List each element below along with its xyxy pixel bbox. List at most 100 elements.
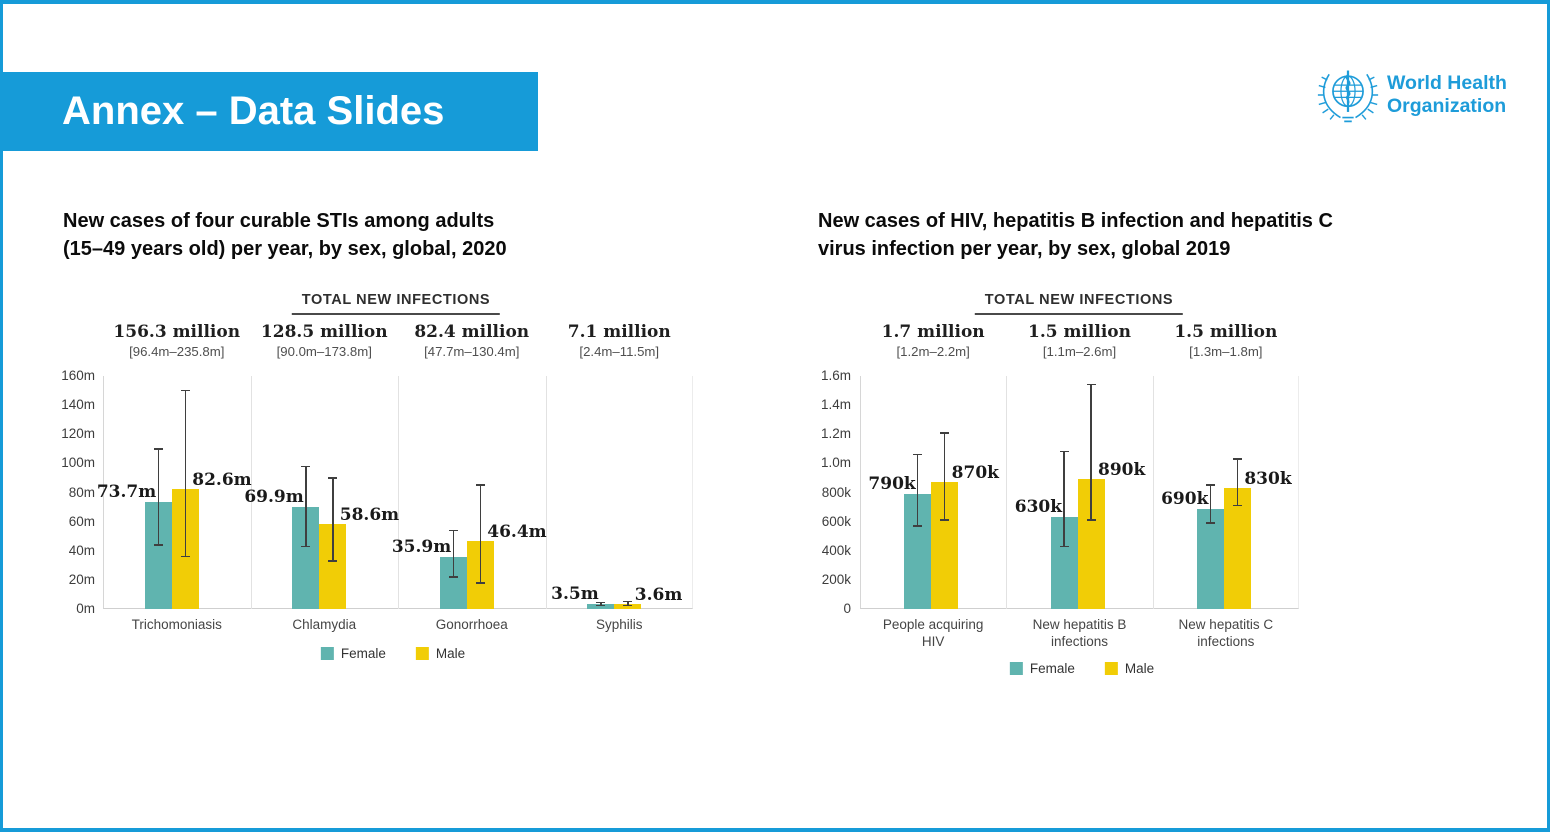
- category-ci: [1.2m–2.2m]: [896, 344, 970, 359]
- error-bar-female: [157, 448, 159, 545]
- error-bar-cap-bottom: [1232, 504, 1242, 507]
- value-label-female: 3.5m: [551, 583, 599, 604]
- value-label-male: 870k: [951, 463, 999, 484]
- legend-swatch-female: [320, 647, 334, 660]
- panel-separator: [1152, 376, 1154, 609]
- y-axis-tick-label: 120m: [61, 426, 95, 442]
- page-title: Annex – Data Slides: [62, 89, 445, 133]
- who-logo-text: World Health Organization: [1387, 72, 1507, 118]
- category-label-line: New hepatitis B: [1032, 617, 1127, 632]
- category-label-line: infections: [1050, 634, 1109, 649]
- error-bar-cap-top: [940, 432, 950, 434]
- legend: Female Male: [320, 646, 465, 661]
- error-bar-female: [1209, 485, 1212, 524]
- error-bar-cap-bottom: [1059, 545, 1069, 548]
- value-label-female: 73.7m: [96, 481, 157, 502]
- category-label-line: New hepatitis C: [1178, 617, 1274, 632]
- value-label-female: 630k: [1014, 497, 1062, 518]
- category-label: New hepatitis C infections: [1179, 616, 1274, 650]
- panel-separator: [545, 376, 547, 609]
- error-bar-cap-top: [913, 453, 923, 456]
- y-axis-tick-label: 40m: [68, 542, 95, 558]
- value-label-female: 790k: [868, 473, 916, 494]
- error-bar-cap-bottom: [940, 519, 950, 521]
- y-axis-tick-label: 20m: [68, 571, 95, 587]
- bar-female: [1196, 508, 1224, 609]
- error-bar-cap-top: [1232, 458, 1242, 460]
- category-ci: [90.0m–173.8m]: [276, 344, 372, 359]
- error-bar-cap-bottom: [328, 560, 338, 562]
- category-total: 1.5 million: [1027, 322, 1132, 342]
- hiv-hepatitis-bar-chart: TOTAL NEW INFECTIONS 1.6m 1.4m 1.2m 1.0m 800k…: [3, 4, 1547, 828]
- y-axis-tick-label: 80m: [68, 484, 95, 500]
- total-new-infections-header: TOTAL NEW INFECTIONS: [291, 292, 501, 315]
- legend-item-male: Male: [415, 646, 465, 661]
- error-bar-cap-bottom: [475, 582, 485, 584]
- bar-male: [614, 603, 642, 609]
- category-label-line: Syphilis: [595, 617, 643, 632]
- error-bar-cap-top: [1086, 383, 1096, 386]
- category-total: 1.7 million: [881, 322, 985, 342]
- legend: Female Male: [1009, 661, 1155, 676]
- y-axis-tick-label: 160m: [61, 368, 95, 383]
- error-bar-cap-top: [301, 465, 311, 468]
- bar-male: [1223, 488, 1251, 609]
- y-axis-tick-label: 800k: [821, 484, 851, 500]
- y-axis-tick-label: 140m: [61, 397, 95, 413]
- y-axis-tick-label: 400k: [821, 542, 851, 558]
- value-label-male: 58.6m: [339, 504, 400, 525]
- error-bar-cap-top: [596, 601, 606, 604]
- y-axis-tick-label: 60m: [68, 513, 95, 529]
- category-ci: [2.4m–11.5m]: [579, 344, 660, 359]
- y-axis-tick-label: 0: [843, 601, 851, 616]
- value-label-male: 82.6m: [192, 469, 252, 490]
- error-bar-cap-bottom: [623, 604, 633, 607]
- legend-label: Female: [340, 646, 386, 661]
- category-total: 7.1 million: [567, 322, 671, 342]
- category-label-line: People acquiring: [882, 617, 984, 632]
- error-bar-female: [452, 530, 454, 577]
- error-bar-cap-top: [475, 484, 485, 486]
- error-bar-cap-bottom: [1205, 522, 1215, 524]
- slide-header-bar: Annex – Data Slides: [3, 72, 538, 151]
- value-label-male: 830k: [1244, 469, 1292, 490]
- panel-separator: [1006, 376, 1008, 609]
- y-axis-tick-label: 100m: [61, 455, 95, 471]
- left-chart-title-line1: New cases of four curable STIs among adu…: [63, 210, 495, 232]
- who-logo-line1: World Health: [1387, 72, 1507, 94]
- error-bar-cap-top: [180, 389, 190, 392]
- y-axis-tick-label: 1.4m: [820, 397, 851, 413]
- legend-label: Female: [1029, 661, 1075, 676]
- error-bar-male: [1236, 459, 1239, 506]
- category-total: 82.4 million: [414, 322, 530, 342]
- category-label-line: infections: [1197, 634, 1255, 649]
- who-logo: World Health Organization: [1316, 61, 1507, 129]
- error-bar-cap-top: [1059, 450, 1069, 453]
- panel-separator: [398, 376, 399, 609]
- panel-separator: [250, 376, 252, 609]
- category-label: Syphilis: [596, 616, 643, 633]
- category-label: New hepatitis B infections: [1033, 616, 1127, 650]
- value-label-female: 690k: [1161, 488, 1209, 509]
- error-bar-cap-bottom: [180, 555, 190, 558]
- error-bar-cap-top: [328, 477, 338, 479]
- legend-item-female: Female: [1009, 661, 1075, 676]
- error-bar-cap-bottom: [1086, 519, 1096, 521]
- category-total: 156.3 million: [113, 322, 241, 342]
- error-bar-male: [184, 390, 186, 557]
- error-bar-male: [479, 485, 481, 583]
- error-bar-cap-top: [623, 600, 633, 603]
- legend-swatch-female: [1009, 662, 1023, 675]
- value-label-female: 35.9m: [391, 536, 452, 557]
- error-bar-cap-bottom: [301, 545, 311, 548]
- error-bar-male: [627, 601, 629, 606]
- legend-label: Male: [1124, 661, 1155, 676]
- right-chart-title-line1: New cases of HIV, hepatitis B infection …: [818, 210, 1333, 232]
- left-chart-title: New cases of four curable STIs among adu…: [63, 207, 683, 263]
- category-total: 1.5 million: [1174, 322, 1278, 342]
- error-bar-male: [943, 432, 946, 521]
- right-chart-title: New cases of HIV, hepatitis B infection …: [818, 207, 1478, 263]
- bar-female: [587, 603, 615, 609]
- category-label-line: Trichomoniasis: [131, 617, 222, 632]
